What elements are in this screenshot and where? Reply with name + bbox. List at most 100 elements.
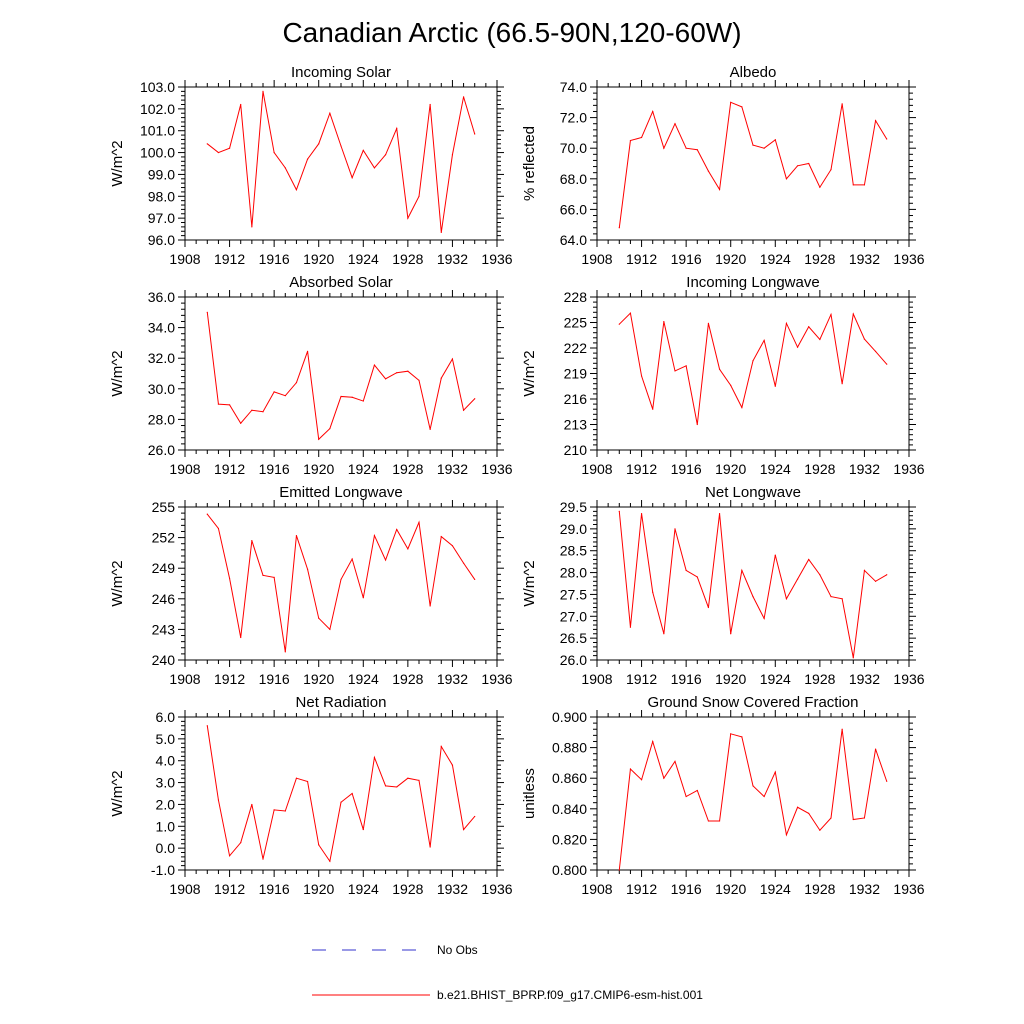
x-tick-label: 1932 <box>849 251 880 267</box>
data-point <box>863 817 866 819</box>
y-tick-label: 70.0 <box>560 140 587 156</box>
data-point <box>284 810 286 812</box>
data-point <box>741 106 743 108</box>
data-point <box>262 90 264 92</box>
y-tick-label: -1.0 <box>151 862 175 878</box>
data-point <box>796 806 799 808</box>
data-point <box>874 120 877 122</box>
data-point <box>373 364 376 366</box>
data-point <box>407 217 409 219</box>
data-point <box>674 370 676 372</box>
x-tick-label: 1932 <box>849 461 880 477</box>
panel-incoming-solar: 1908 1912 1916 1920 1924 1928 1932 1936 96.0 97.0… <box>109 64 513 267</box>
x-tick-label: 1928 <box>804 251 835 267</box>
x-tick-label: 1916 <box>671 251 702 267</box>
data-point <box>685 147 687 149</box>
y-tick-label: 26.0 <box>560 652 587 668</box>
y-tick-label: 5.0 <box>156 731 176 747</box>
data-point <box>462 828 465 831</box>
y-tick-label: 32.0 <box>148 350 175 366</box>
y-tick-label: 36.0 <box>148 289 175 305</box>
y-tick-label: 0.800 <box>552 862 587 878</box>
data-point <box>396 528 398 531</box>
data-point <box>852 818 854 821</box>
panel-net-radiation: 1908 1912 1916 1920 1924 1928 1932 1936 -1.0 0.0 1… <box>109 694 513 897</box>
series-line <box>206 513 476 652</box>
data-point <box>640 779 643 781</box>
panel-title: Net Longwave <box>705 484 801 501</box>
x-tick-label: 1908 <box>581 461 612 477</box>
data-point <box>295 382 298 384</box>
x-tick-label: 1928 <box>392 671 423 687</box>
data-point <box>217 799 220 801</box>
data-point <box>474 815 476 818</box>
data-point <box>774 771 776 773</box>
x-tick-label: 1912 <box>626 461 657 477</box>
data-point <box>284 651 286 653</box>
data-point <box>618 323 620 325</box>
x-tick-label: 1912 <box>626 251 657 267</box>
y-tick-label: 225 <box>564 315 588 331</box>
x-tick-label: 1916 <box>259 671 290 687</box>
x-tick-label: 1932 <box>849 881 880 897</box>
data-point <box>707 170 710 172</box>
data-point <box>696 149 698 151</box>
data-point <box>362 597 364 599</box>
x-tick-label: 1936 <box>893 881 924 897</box>
data-point <box>329 860 331 862</box>
data-point <box>474 578 476 581</box>
y-axis-label: % reflected <box>521 126 538 201</box>
data-point <box>251 803 253 806</box>
data-point <box>763 339 765 341</box>
y-tick-label: 68.0 <box>560 171 587 187</box>
data-point <box>362 149 364 151</box>
data-point <box>640 375 643 377</box>
y-axis-label: W/m^2 <box>109 560 126 606</box>
y-axis-label: W/m^2 <box>521 560 538 606</box>
data-point <box>217 403 220 405</box>
y-tick-label: 99.0 <box>148 166 175 182</box>
data-point <box>206 311 208 313</box>
y-tick-label: 27.0 <box>560 608 587 624</box>
data-point <box>373 534 376 537</box>
data-point <box>774 139 776 141</box>
series-line <box>206 725 476 863</box>
x-tick-label: 1924 <box>760 881 791 897</box>
data-point <box>741 569 743 571</box>
data-point <box>384 785 387 787</box>
data-point <box>640 512 643 515</box>
data-point <box>407 777 409 779</box>
x-tick-label: 1936 <box>893 461 924 477</box>
data-point <box>373 167 376 169</box>
x-tick-label: 1920 <box>303 881 334 897</box>
data-point <box>707 322 710 324</box>
panel-title: Albedo <box>730 64 777 81</box>
data-point <box>863 569 866 571</box>
x-tick-label: 1936 <box>481 881 512 897</box>
data-point <box>796 346 799 348</box>
x-tick-label: 1908 <box>581 881 612 897</box>
data-point <box>819 338 821 341</box>
data-point <box>674 760 676 762</box>
y-tick-label: 228 <box>564 289 588 305</box>
x-tick-label: 1916 <box>671 461 702 477</box>
data-point <box>418 195 420 197</box>
y-tick-label: 102.0 <box>140 101 175 117</box>
x-tick-label: 1928 <box>804 671 835 687</box>
data-point <box>429 428 431 430</box>
data-point <box>206 513 208 515</box>
data-point <box>707 820 710 822</box>
panel-net-longwave: 1908 1912 1916 1920 1924 1928 1932 1936 26.0 26.5… <box>521 484 925 687</box>
data-point <box>696 423 698 426</box>
data-point <box>251 409 253 411</box>
y-tick-label: 74.0 <box>560 79 587 95</box>
x-tick-label: 1908 <box>169 461 200 477</box>
data-point <box>318 438 320 440</box>
x-tick-label: 1936 <box>481 251 512 267</box>
data-point <box>629 768 632 770</box>
data-point <box>674 123 676 125</box>
y-tick-label: 246 <box>152 591 176 607</box>
data-point <box>329 628 331 631</box>
data-point <box>808 812 810 814</box>
y-tick-label: 66.0 <box>560 201 587 217</box>
